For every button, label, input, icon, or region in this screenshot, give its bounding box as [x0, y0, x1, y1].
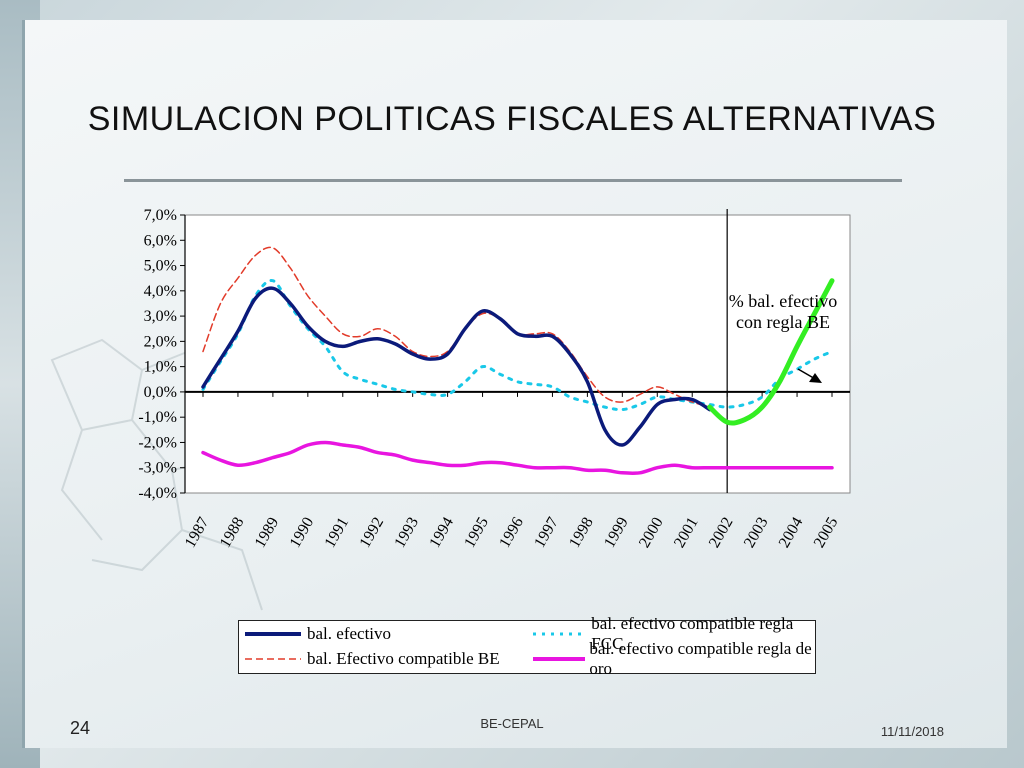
footer-source: BE-CEPAL [480, 716, 544, 731]
legend-label: bal. Efectivo compatible BE [307, 649, 500, 668]
y-tick-label: 7,0% [144, 207, 177, 224]
x-tick-label: 1999 [601, 515, 632, 551]
x-tick-label: 1991 [322, 515, 353, 551]
chart-area: 7,0% 6,0% 5,0% 4,0% 3,0% 2,0% 1,0% 0,0% -1,0% -2,… [95, 195, 865, 755]
footer-date: 11/11/2018 [880, 724, 944, 739]
legend-item-bal-efectivo: bal. efectivo [243, 622, 391, 646]
legend-swatch-bal-efectivo [245, 632, 301, 636]
series-line-bal-regla-be [707, 278, 835, 426]
x-tick-label: 1998 [566, 515, 597, 551]
x-tick-label: 1989 [252, 515, 283, 551]
x-tick-label: 2000 [636, 515, 667, 551]
series-line-bal-oro [201, 440, 834, 476]
y-tick-label: 4,0% [144, 283, 177, 300]
slide-number: 24 [70, 718, 91, 738]
x-tick-label: 1988 [217, 515, 248, 551]
x-tick-label: 1993 [391, 515, 422, 551]
x-tick-label: 1992 [356, 515, 387, 551]
y-tick-label: 0,0% [144, 384, 177, 401]
y-tick-label: 5,0% [144, 258, 177, 275]
annotation-text: con regla BE [736, 312, 830, 332]
legend-label: bal. efectivo [307, 624, 392, 643]
series-line-bal-be [202, 246, 711, 408]
y-tick-label: -3,0% [138, 460, 177, 477]
y-tick-label: 6,0% [144, 232, 177, 249]
x-tick-label: 2002 [706, 515, 737, 551]
legend-item-bal-be: bal. Efectivo compatible BE [243, 647, 500, 671]
y-tick-label: -1,0% [138, 409, 177, 426]
x-tick-label: 1995 [461, 515, 492, 551]
legend-item-bal-oro: bal. efectivo compatible regla de oro [531, 639, 815, 678]
annotation-text: % bal. efectivo [729, 291, 837, 311]
title-underline [124, 179, 902, 182]
slide-title: SIMULACION POLITICAS FISCALES ALTERNATIV… [87, 100, 937, 138]
legend-swatch-bal-fcc [533, 632, 588, 636]
x-tick-label: 1994 [426, 515, 457, 551]
x-tick-label: 1996 [496, 515, 527, 551]
x-tick-label: 2004 [776, 515, 807, 551]
x-tick-label: 1990 [287, 515, 318, 551]
molecule-watermark [50, 338, 263, 611]
y-tick-label: -2,0% [138, 434, 177, 451]
line-chart: 7,0% 6,0% 5,0% 4,0% 3,0% 2,0% 1,0% 0,0% -1,0% -2,… [138, 207, 851, 551]
y-tick-label: -4,0% [138, 485, 177, 502]
y-tick-label: 1,0% [144, 359, 177, 376]
y-tick-label: 2,0% [144, 333, 177, 350]
x-tick-label: 2005 [811, 515, 842, 551]
chart-legend: bal. efectivo bal. efectivo compatible r… [238, 614, 816, 678]
annotation-arrow-head [809, 373, 822, 383]
legend-label: bal. efectivo compatible regla FCC [591, 614, 794, 653]
x-tick-label: 2003 [741, 515, 772, 551]
plot-frame [184, 214, 851, 494]
legend-label: bal. efectivo compatible regla de oro [589, 639, 812, 678]
legend-swatch-bal-oro [533, 657, 586, 661]
series-line-bal-efectivo [201, 286, 712, 447]
legend-item-bal-fcc: bal. efectivo compatible regla FCC [531, 614, 815, 653]
x-tick-label: 2001 [671, 515, 702, 551]
legend-swatch-bal-be [245, 658, 301, 660]
x-tick-label: 1997 [531, 515, 562, 551]
x-tick-label: 1987 [182, 515, 213, 551]
y-tick-label: 3,0% [144, 308, 177, 325]
